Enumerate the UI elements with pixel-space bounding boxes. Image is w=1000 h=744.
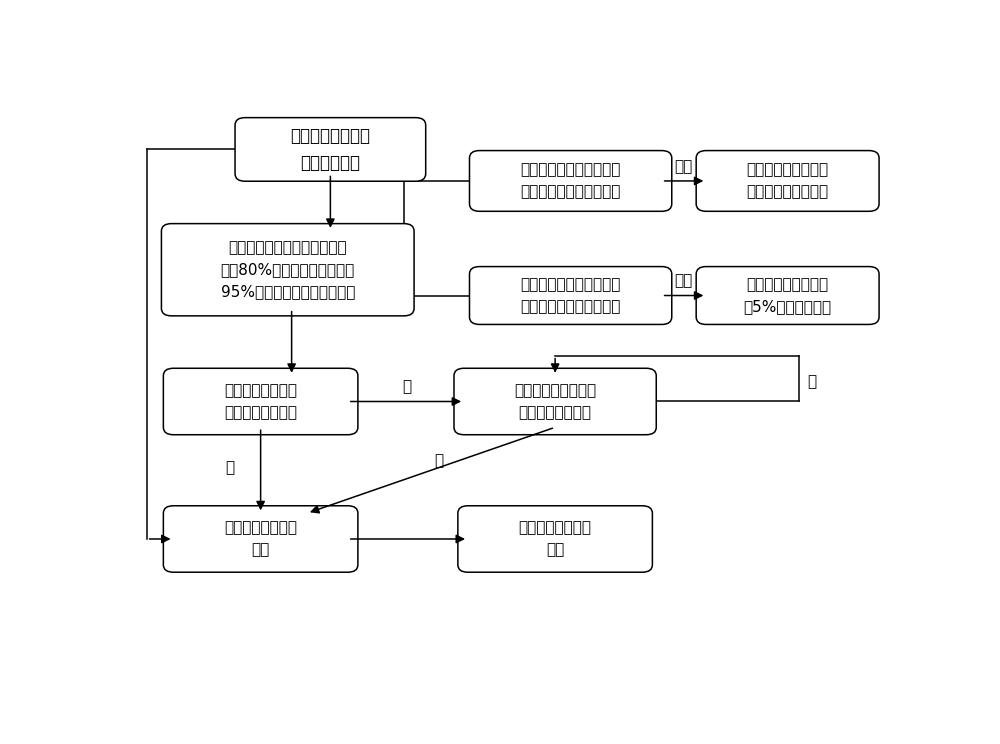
Text: 物料卸至搅拌机内
搅拌: 物料卸至搅拌机内 搅拌 — [224, 520, 297, 557]
Text: 选择任务与配方，
启动配料程序: 选择任务与配方， 启动配料程序 — [290, 127, 370, 172]
FancyBboxPatch shape — [454, 368, 656, 434]
FancyBboxPatch shape — [696, 266, 879, 324]
Text: 是: 是 — [225, 460, 234, 475]
FancyBboxPatch shape — [161, 224, 414, 316]
Text: 液体流速快慢对计量精度
影响较大，尤其是外加剂: 液体流速快慢对计量精度 影响较大，尤其是外加剂 — [520, 277, 621, 314]
Text: 开始配料，大小门同开，至配
料值80%关闭大门，至配料值
95%关闭小门，启动点动配料: 开始配料，大小门同开，至配 料值80%关闭大门，至配料值 95%关闭小门，启动点… — [221, 240, 355, 299]
FancyBboxPatch shape — [696, 150, 879, 211]
Text: 否: 否 — [807, 374, 816, 389]
Text: 继续点动，再次检测
是否满足允许偏差: 继续点动，再次检测 是否满足允许偏差 — [514, 383, 596, 420]
Text: 否: 否 — [402, 379, 411, 394]
Text: 搅拌完毕，混凝土
卸料: 搅拌完毕，混凝土 卸料 — [519, 520, 592, 557]
Text: 措施: 措施 — [674, 159, 692, 174]
FancyBboxPatch shape — [163, 506, 358, 572]
FancyBboxPatch shape — [469, 150, 672, 211]
Text: 措施: 措施 — [674, 274, 692, 289]
FancyBboxPatch shape — [458, 506, 652, 572]
FancyBboxPatch shape — [235, 118, 426, 182]
Text: 适当减小螺旋管径大
小以及蝶阀打开口径: 适当减小螺旋管径大 小以及蝶阀打开口径 — [747, 162, 829, 199]
FancyBboxPatch shape — [469, 266, 672, 324]
FancyBboxPatch shape — [163, 368, 358, 434]
Text: 增加粗、精计量，最
后5%由细管路计量: 增加粗、精计量，最 后5%由细管路计量 — [744, 277, 832, 314]
Text: 是: 是 — [434, 453, 443, 468]
Text: 点动一次，是否达
到计量偏差范围内: 点动一次，是否达 到计量偏差范围内 — [224, 383, 297, 420]
Text: 螺旋点动过程中，若螺旋
管径太大，影响计量精度: 螺旋点动过程中，若螺旋 管径太大，影响计量精度 — [520, 162, 621, 199]
